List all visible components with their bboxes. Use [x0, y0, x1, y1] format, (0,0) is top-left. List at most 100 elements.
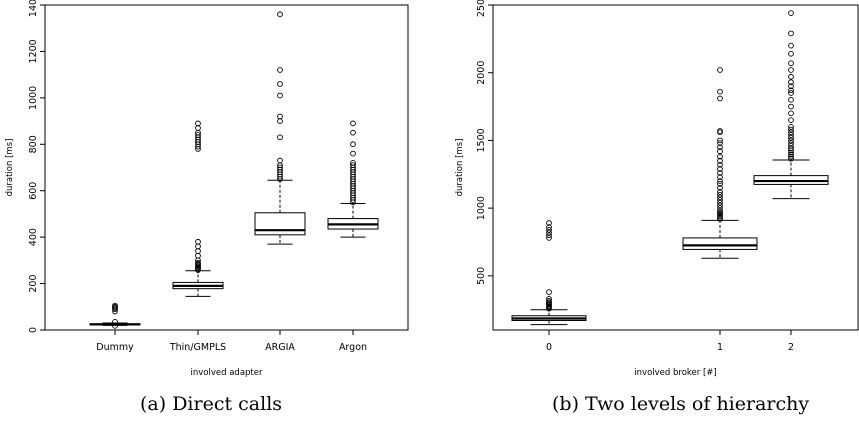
caption-direct-calls: (a) Direct calls	[140, 393, 283, 415]
outlier-point	[717, 207, 723, 214]
outlier-point	[788, 155, 794, 162]
outlier-point	[717, 174, 723, 180]
outlier-point	[788, 67, 794, 73]
outlier-point	[717, 128, 723, 134]
outlier-point	[788, 79, 794, 86]
y-tick-label: 800	[28, 135, 39, 153]
x-tick-label: 0	[546, 342, 552, 353]
outlier-point	[277, 157, 283, 164]
outlier-point	[350, 141, 356, 148]
outlier-point	[788, 96, 794, 103]
outlier-point	[277, 118, 283, 124]
y-axis-label: duration [ms]	[455, 139, 465, 197]
x-tick-label: Argon	[339, 342, 367, 353]
outlier-point	[277, 92, 283, 99]
y-tick-label: 1500	[476, 128, 487, 152]
outlier-point	[350, 162, 356, 169]
y-tick-label: 400	[28, 228, 39, 246]
outlier-point	[717, 180, 723, 187]
outlier-point	[717, 184, 723, 191]
outlier-point	[717, 137, 723, 144]
outlier-point	[195, 132, 201, 138]
outlier-point	[788, 124, 794, 130]
y-tick-label: 500	[476, 267, 487, 285]
outlier-point	[717, 161, 723, 168]
outlier-point	[277, 67, 283, 73]
outlier-point	[717, 166, 723, 172]
outlier-point	[788, 151, 794, 158]
outlier-point	[195, 259, 201, 266]
outlier-point	[717, 197, 723, 203]
box-iqr	[682, 237, 758, 250]
outlier-point	[717, 202, 723, 209]
outlier-point	[717, 148, 723, 155]
outlier-point	[788, 87, 794, 94]
outlier-point	[350, 120, 356, 127]
outlier-point	[717, 88, 723, 95]
outlier-point	[277, 81, 283, 87]
plot-frame	[492, 4, 859, 331]
outlier-point	[717, 189, 723, 195]
box-iqr	[254, 212, 306, 236]
outlier-point	[195, 243, 201, 250]
outlier-point	[788, 103, 794, 110]
outlier-point	[788, 126, 794, 133]
plot-frame	[44, 4, 409, 331]
outlier-point	[788, 132, 794, 138]
outlier-point	[112, 302, 118, 309]
outlier-point	[350, 150, 356, 157]
outlier-point	[195, 248, 201, 254]
outlier-point	[350, 160, 356, 166]
outlier-point	[717, 205, 723, 211]
outlier-point	[546, 235, 552, 241]
outlier-point	[788, 10, 794, 16]
y-tick-label: 1200	[28, 39, 39, 63]
caption-two-levels-hierarchy: (b) Two levels of hierarchy	[552, 393, 810, 415]
outlier-point	[112, 319, 118, 325]
outlier-point	[546, 224, 552, 230]
outlier-point	[788, 142, 794, 149]
outlier-point	[717, 194, 723, 201]
chart-panel-0: 0 200 400 600 800 1000 1200 1400 duration [ms] Du…	[5, 0, 409, 378]
y-tick-label: 1400	[28, 0, 39, 17]
outlier-point	[788, 137, 794, 144]
y-tick-label: 1000	[28, 86, 39, 110]
x-tick-label: 1	[717, 342, 723, 353]
outlier-point	[277, 134, 283, 141]
outlier-point	[546, 229, 552, 236]
outlier-point	[546, 232, 552, 239]
outlier-point	[788, 149, 794, 156]
outlier-point	[788, 83, 794, 90]
x-tick-label: 2	[788, 342, 794, 353]
outlier-point	[788, 129, 794, 136]
chart-panel-1: 500 1000 1500 2000 2500 duration [ms] 0 1 2 invol…	[455, 0, 859, 378]
outlier-point	[788, 153, 794, 160]
y-tick-label: 2000	[476, 61, 487, 85]
x-tick-label: Dummy	[96, 342, 134, 353]
x-tick-label: ARGIA	[265, 342, 295, 353]
outlier-point	[717, 144, 723, 151]
outlier-point	[788, 50, 794, 57]
outlier-point	[195, 120, 201, 127]
outlier-point	[717, 170, 723, 176]
outlier-point	[546, 296, 552, 302]
outlier-point	[717, 178, 723, 184]
x-axis-label: involved broker [#]	[634, 368, 716, 378]
outlier-point	[717, 157, 723, 164]
outlier-point	[350, 129, 356, 136]
outlier-point	[788, 140, 794, 146]
outlier-point	[277, 164, 283, 171]
outlier-point	[195, 125, 201, 131]
outlier-point	[788, 110, 794, 117]
outlier-point	[788, 60, 794, 67]
y-tick-label: 2500	[476, 0, 487, 17]
y-tick-label: 1000	[476, 196, 487, 220]
outlier-point	[788, 117, 794, 123]
outlier-point	[788, 145, 794, 152]
outlier-point	[788, 73, 794, 80]
outlier-point	[717, 199, 723, 206]
outlier-point	[717, 153, 723, 160]
y-tick-label: 0	[28, 327, 39, 333]
outlier-point	[112, 322, 118, 329]
